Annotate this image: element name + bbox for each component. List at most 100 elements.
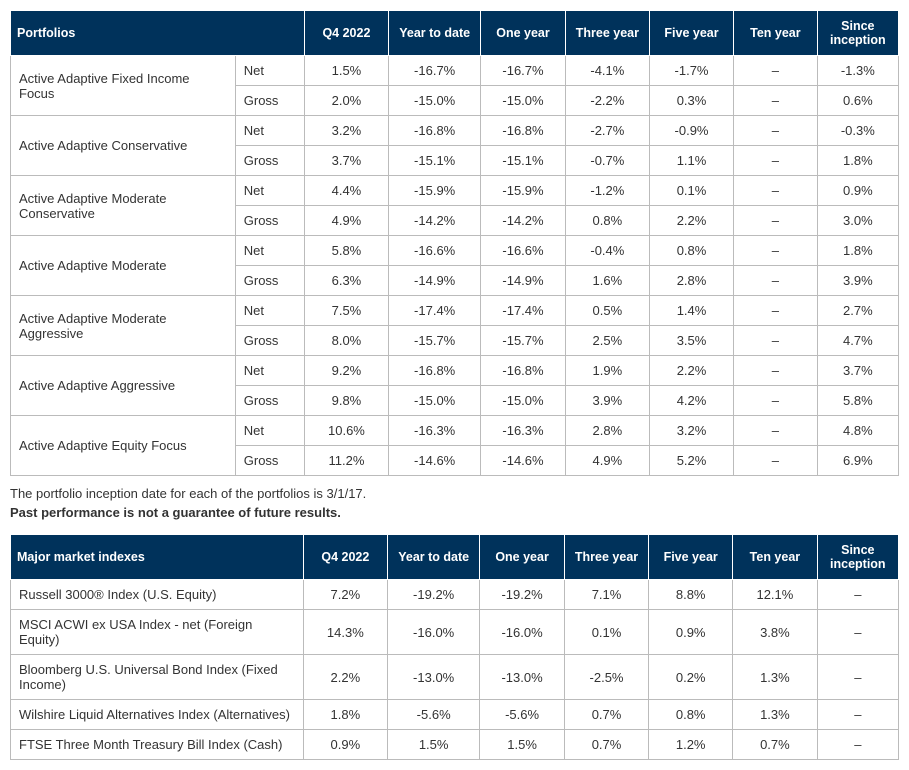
table-cell: 2.8% bbox=[565, 416, 649, 446]
table-cell: 0.7% bbox=[564, 730, 648, 760]
table-cell: 0.5% bbox=[565, 296, 649, 326]
table-cell: 4.2% bbox=[649, 386, 733, 416]
net-label: Net bbox=[235, 416, 304, 446]
gross-label: Gross bbox=[235, 326, 304, 356]
table-cell: 3.7% bbox=[817, 356, 898, 386]
gross-label: Gross bbox=[235, 386, 304, 416]
table-cell: – bbox=[817, 610, 898, 655]
table-cell: 3.7% bbox=[304, 146, 388, 176]
table-cell: 0.3% bbox=[649, 86, 733, 116]
table-cell: -19.2% bbox=[388, 580, 480, 610]
portfolio-name: Active Adaptive Fixed Income Focus bbox=[11, 56, 236, 116]
disclaimer-note: Past performance is not a guarantee of f… bbox=[10, 505, 899, 520]
net-label: Net bbox=[235, 116, 304, 146]
gross-label: Gross bbox=[235, 446, 304, 476]
table-cell: -5.6% bbox=[480, 700, 565, 730]
table-cell: 3.2% bbox=[649, 416, 733, 446]
table-cell: 11.2% bbox=[304, 446, 388, 476]
table-cell: 6.9% bbox=[817, 446, 898, 476]
table-cell: -14.9% bbox=[481, 266, 566, 296]
table-cell: 4.9% bbox=[304, 206, 388, 236]
header-five-year: Five year bbox=[649, 535, 733, 580]
table-cell: – bbox=[734, 56, 818, 86]
table-cell: 1.1% bbox=[649, 146, 733, 176]
table-cell: -17.4% bbox=[389, 296, 481, 326]
table-cell: 2.8% bbox=[649, 266, 733, 296]
table-row: Russell 3000® Index (U.S. Equity)7.2%-19… bbox=[11, 580, 899, 610]
portfolio-name: Active Adaptive Conservative bbox=[11, 116, 236, 176]
table-cell: -14.2% bbox=[389, 206, 481, 236]
table-cell: -0.4% bbox=[565, 236, 649, 266]
table-cell: 4.4% bbox=[304, 176, 388, 206]
table-cell: 2.5% bbox=[565, 326, 649, 356]
table-cell: 14.3% bbox=[303, 610, 387, 655]
table-cell: 1.8% bbox=[817, 236, 898, 266]
table-cell: 4.7% bbox=[817, 326, 898, 356]
table-cell: – bbox=[734, 206, 818, 236]
table-cell: 0.2% bbox=[649, 655, 733, 700]
table-cell: 0.8% bbox=[649, 236, 733, 266]
portfolios-tbody: Active Adaptive Fixed Income FocusNet1.5… bbox=[11, 56, 899, 476]
table-cell: -15.7% bbox=[389, 326, 481, 356]
table-cell: -4.1% bbox=[565, 56, 649, 86]
table-row: Active Adaptive Moderate ConservativeNet… bbox=[11, 176, 899, 206]
table-cell: – bbox=[734, 296, 818, 326]
table-cell: 1.5% bbox=[480, 730, 565, 760]
table-cell: 2.0% bbox=[304, 86, 388, 116]
table-cell: 3.2% bbox=[304, 116, 388, 146]
index-name: FTSE Three Month Treasury Bill Index (Ca… bbox=[11, 730, 304, 760]
header-since-inception: Since inception bbox=[817, 11, 898, 56]
table-cell: -15.0% bbox=[389, 386, 481, 416]
gross-label: Gross bbox=[235, 146, 304, 176]
table-row: FTSE Three Month Treasury Bill Index (Ca… bbox=[11, 730, 899, 760]
table-cell: 0.9% bbox=[649, 610, 733, 655]
table-cell: -13.0% bbox=[388, 655, 480, 700]
table-cell: -16.0% bbox=[480, 610, 565, 655]
table-cell: 10.6% bbox=[304, 416, 388, 446]
table-cell: 3.9% bbox=[817, 266, 898, 296]
table-row: Active Adaptive Moderate AggressiveNet7.… bbox=[11, 296, 899, 326]
index-name: MSCI ACWI ex USA Index - net (Foreign Eq… bbox=[11, 610, 304, 655]
table-cell: 0.8% bbox=[649, 700, 733, 730]
table-cell: -2.7% bbox=[565, 116, 649, 146]
table-cell: 1.5% bbox=[388, 730, 480, 760]
table-row: Active Adaptive AggressiveNet9.2%-16.8%-… bbox=[11, 356, 899, 386]
table-cell: 3.8% bbox=[733, 610, 817, 655]
table-cell: -15.9% bbox=[389, 176, 481, 206]
table-cell: 7.5% bbox=[304, 296, 388, 326]
index-name: Bloomberg U.S. Universal Bond Index (Fix… bbox=[11, 655, 304, 700]
table-cell: 7.2% bbox=[303, 580, 387, 610]
table-cell: 1.9% bbox=[565, 356, 649, 386]
table-cell: -16.8% bbox=[389, 356, 481, 386]
table-cell: -16.7% bbox=[389, 56, 481, 86]
portfolio-name: Active Adaptive Moderate bbox=[11, 236, 236, 296]
table-cell: -19.2% bbox=[480, 580, 565, 610]
header-three-year: Three year bbox=[564, 535, 648, 580]
table-cell: 4.8% bbox=[817, 416, 898, 446]
table-cell: -14.2% bbox=[481, 206, 566, 236]
header-q4: Q4 2022 bbox=[304, 11, 388, 56]
table-cell: – bbox=[734, 326, 818, 356]
table-cell: -2.2% bbox=[565, 86, 649, 116]
table-cell: -16.8% bbox=[481, 116, 566, 146]
table-cell: -16.0% bbox=[388, 610, 480, 655]
table-row: Active Adaptive ModerateNet5.8%-16.6%-16… bbox=[11, 236, 899, 266]
table-cell: – bbox=[817, 655, 898, 700]
portfolio-name: Active Adaptive Aggressive bbox=[11, 356, 236, 416]
indexes-header-row: Major market indexes Q4 2022 Year to dat… bbox=[11, 535, 899, 580]
table-cell: – bbox=[817, 730, 898, 760]
table-cell: -5.6% bbox=[388, 700, 480, 730]
table-row: Active Adaptive Equity FocusNet10.6%-16.… bbox=[11, 416, 899, 446]
index-name: Wilshire Liquid Alternatives Index (Alte… bbox=[11, 700, 304, 730]
table-cell: 1.2% bbox=[649, 730, 733, 760]
table-cell: 1.8% bbox=[303, 700, 387, 730]
gross-label: Gross bbox=[235, 266, 304, 296]
table-cell: 3.9% bbox=[565, 386, 649, 416]
table-cell: -15.0% bbox=[481, 386, 566, 416]
table-cell: -16.6% bbox=[481, 236, 566, 266]
header-five-year: Five year bbox=[649, 11, 733, 56]
table-row: Active Adaptive Fixed Income FocusNet1.5… bbox=[11, 56, 899, 86]
table-row: Active Adaptive ConservativeNet3.2%-16.8… bbox=[11, 116, 899, 146]
table-cell: -16.3% bbox=[481, 416, 566, 446]
portfolios-header-row: Portfolios Q4 2022 Year to date One year… bbox=[11, 11, 899, 56]
